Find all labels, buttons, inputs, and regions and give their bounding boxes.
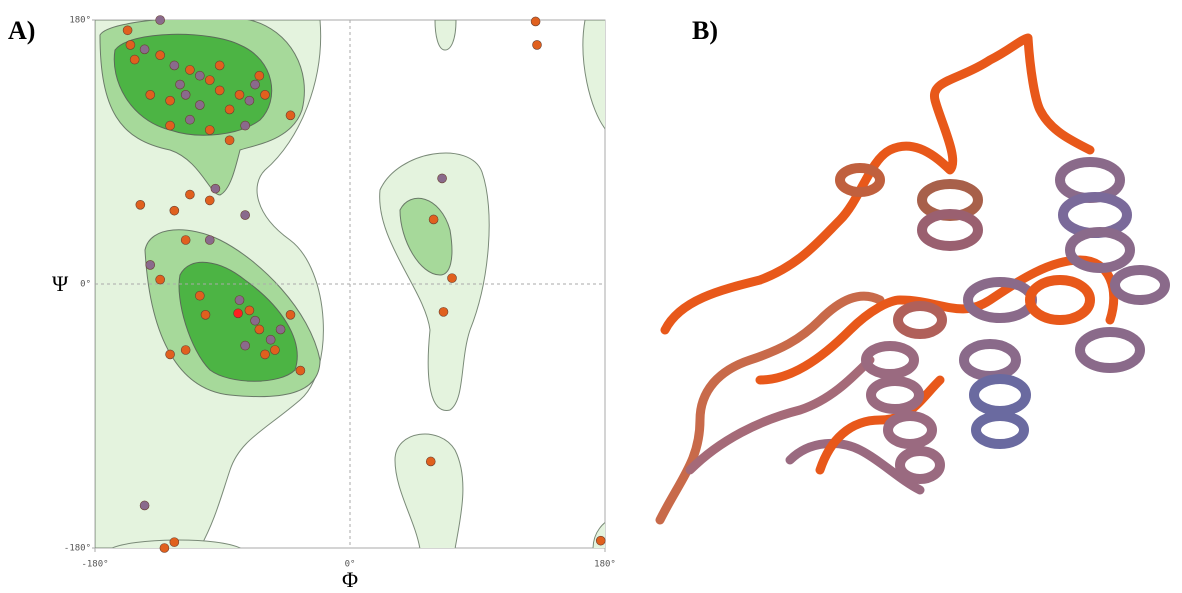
point <box>260 349 270 360</box>
point <box>438 307 449 317</box>
point <box>180 90 191 100</box>
point <box>224 104 235 115</box>
point <box>204 75 215 85</box>
x-tick-label: 180° <box>594 560 616 570</box>
point <box>155 15 165 25</box>
point <box>155 50 165 61</box>
point <box>204 195 215 206</box>
point <box>185 189 195 200</box>
point <box>169 537 180 547</box>
point <box>185 65 195 75</box>
point <box>159 543 170 553</box>
point <box>214 60 225 71</box>
point <box>175 79 185 90</box>
x-tick-label: 0° <box>345 560 356 570</box>
y-axis-label: Ψ <box>52 271 69 296</box>
point <box>254 70 265 81</box>
point <box>204 235 215 245</box>
point <box>447 273 457 283</box>
point <box>165 95 175 106</box>
point <box>129 54 140 65</box>
point <box>244 305 255 316</box>
point <box>254 324 265 335</box>
point <box>169 60 180 71</box>
point <box>155 274 165 285</box>
point <box>285 110 296 121</box>
point <box>214 85 225 96</box>
point <box>234 295 245 305</box>
point <box>428 214 439 225</box>
point <box>145 90 156 100</box>
point <box>532 40 542 50</box>
panel-label: A) <box>8 16 35 45</box>
point <box>240 340 250 351</box>
point <box>595 535 606 546</box>
protein-structure <box>655 33 1170 525</box>
x-tick-label: -180° <box>81 560 108 570</box>
point <box>224 135 235 146</box>
point <box>139 500 150 511</box>
point <box>195 290 205 301</box>
point <box>195 70 205 81</box>
point <box>270 345 280 355</box>
point <box>204 125 215 135</box>
point <box>285 309 296 320</box>
point <box>125 40 136 50</box>
x-axis-label: Φ <box>342 567 358 592</box>
y-tick-label: 180° <box>69 16 91 26</box>
point <box>295 365 306 376</box>
point <box>265 334 276 345</box>
point <box>530 16 541 27</box>
point <box>185 114 195 125</box>
point <box>180 235 191 245</box>
panel-label: B) <box>692 16 718 45</box>
point <box>244 95 255 106</box>
point <box>250 315 260 326</box>
point <box>135 200 146 210</box>
point <box>260 90 270 100</box>
y-tick-label: -180° <box>64 544 91 554</box>
point <box>169 205 180 216</box>
point <box>240 210 250 220</box>
point <box>425 456 436 467</box>
point <box>139 44 150 55</box>
point <box>165 120 175 131</box>
point <box>145 260 156 270</box>
point <box>275 324 286 335</box>
point <box>250 79 260 90</box>
point <box>195 100 205 110</box>
point <box>165 349 175 360</box>
point <box>200 309 211 320</box>
point <box>240 120 250 131</box>
point <box>233 308 243 319</box>
point <box>437 173 447 184</box>
y-tick-label: 0° <box>80 280 91 290</box>
point <box>210 183 221 194</box>
point <box>234 90 245 100</box>
point <box>180 345 191 355</box>
point <box>122 25 133 36</box>
